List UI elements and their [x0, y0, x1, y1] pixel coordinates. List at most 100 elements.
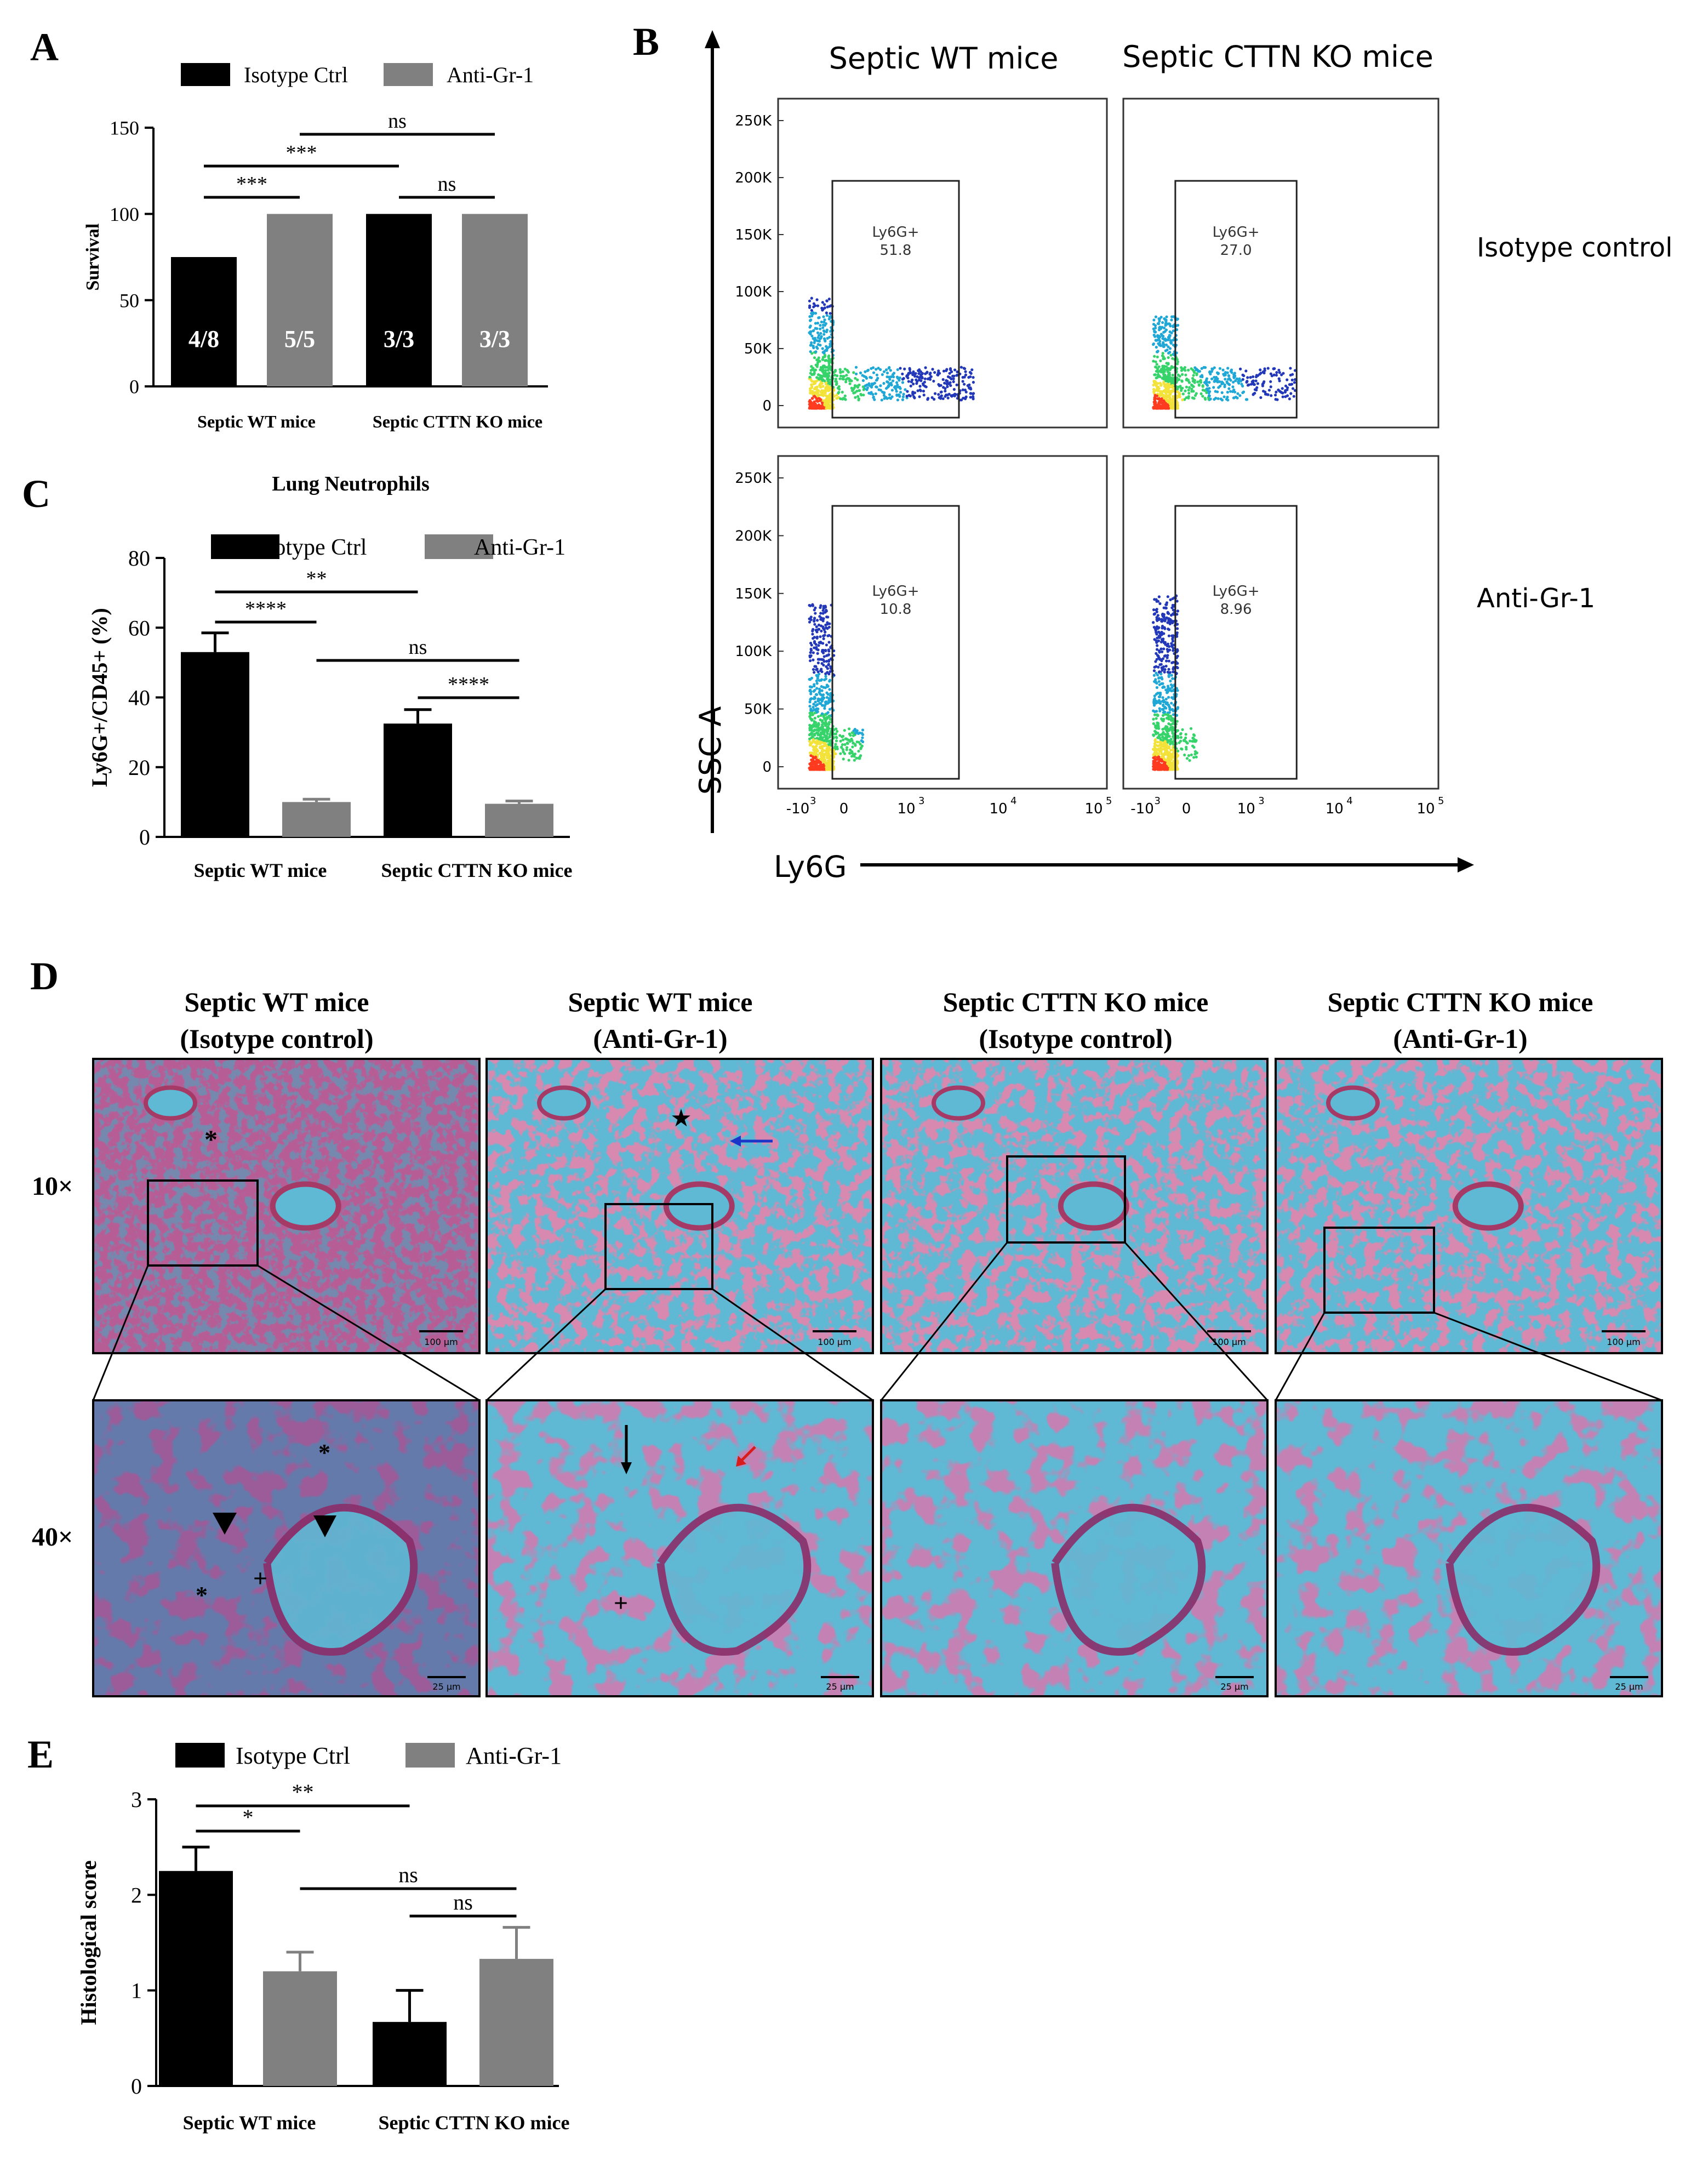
flow-event-dot	[952, 394, 955, 397]
flow-event-dot	[813, 665, 816, 668]
legend-c: Isotype Ctrl Anti-Gr-1	[211, 534, 565, 560]
flow-event-dot	[827, 663, 830, 666]
flow-event-dot	[1184, 389, 1187, 392]
flow-event-dot	[1155, 631, 1158, 634]
flow-event-dot	[815, 327, 819, 330]
bar-antigr1-wt	[267, 214, 333, 386]
flow-event-dot	[829, 768, 832, 771]
flow-event-dot	[810, 733, 813, 736]
flow-event-dot	[1163, 753, 1167, 756]
significance-label: ***	[236, 173, 267, 196]
flow-event-dot	[948, 372, 951, 375]
flow-y-tick-label: 0	[762, 398, 772, 414]
flow-event-dot	[1171, 677, 1174, 680]
flow-event-dot	[1275, 373, 1278, 377]
flow-event-dot	[808, 733, 811, 737]
flow-event-dot	[1255, 386, 1259, 389]
flow-event-dot	[1275, 371, 1278, 374]
flow-event-dot	[829, 665, 832, 669]
flow-event-dot	[889, 375, 893, 379]
flow-x-tick-label: -10	[786, 801, 809, 817]
flow-event-dot	[819, 337, 822, 340]
flow-event-dot	[1169, 341, 1173, 345]
flow-event-dot	[1161, 613, 1164, 617]
flow-event-dot	[1242, 390, 1246, 394]
flow-x-tick-exp: 5	[1106, 795, 1112, 807]
annotation-star: ★	[670, 1105, 692, 1132]
flow-event-dot	[1160, 392, 1164, 396]
flow-event-dot	[1214, 375, 1218, 379]
flow-event-dot	[929, 375, 933, 378]
flow-event-dot	[824, 675, 827, 678]
flow-event-dot	[827, 641, 831, 644]
flow-event-dot	[1155, 616, 1158, 619]
flow-event-dot	[827, 648, 830, 652]
flow-event-dot	[813, 608, 816, 612]
flow-event-dot	[942, 369, 946, 373]
flow-event-dot	[1157, 328, 1161, 332]
flow-event-dot	[1166, 713, 1169, 716]
flow-event-dot	[1155, 681, 1158, 685]
flow-plot-antigr1-ko: Ly6G+8.96-10 3 0 10 3 10 4 10 5	[1122, 455, 1444, 817]
flow-event-dot	[1152, 318, 1156, 322]
bar-isotype-ko	[384, 723, 452, 837]
flow-event-dot	[952, 380, 955, 384]
flow-event-dot	[912, 383, 915, 386]
flow-event-dot	[1191, 377, 1195, 380]
flow-event-dot	[889, 381, 893, 385]
zoom-inset-box	[1006, 1155, 1126, 1244]
flow-event-dot	[877, 388, 881, 391]
flow-event-dot	[813, 619, 816, 623]
flow-event-dot	[1171, 640, 1175, 643]
flow-event-dot	[853, 391, 857, 394]
flow-event-dot	[854, 366, 858, 369]
flow-event-dot	[1161, 650, 1164, 653]
flow-event-dot	[1170, 645, 1174, 648]
flow-event-dot	[810, 341, 813, 344]
y-tick-label: 150	[110, 117, 139, 139]
flow-event-dot	[1249, 376, 1252, 379]
flow-event-dot	[1167, 373, 1170, 376]
flow-event-dot	[854, 729, 858, 732]
flow-event-dot	[820, 756, 823, 760]
flow-event-dot	[923, 380, 926, 384]
flow-event-dot	[810, 312, 813, 315]
flow-event-dot	[952, 374, 956, 378]
flow-event-dot	[842, 378, 845, 381]
flow-event-dot	[1181, 392, 1185, 396]
flow-event-dot	[838, 377, 842, 380]
flow-event-dot	[852, 371, 855, 374]
flow-event-dot	[961, 375, 964, 379]
flow-event-dot	[861, 728, 865, 732]
flow-event-dot	[953, 368, 957, 372]
flow-event-dot	[1183, 753, 1186, 757]
flow-event-dot	[1153, 747, 1156, 751]
flow-event-dot	[1283, 390, 1287, 394]
flow-event-dot	[821, 704, 825, 707]
flow-event-dot	[816, 732, 820, 735]
flow-event-dot	[810, 711, 814, 715]
flow-event-dot	[898, 386, 901, 389]
flow-event-dot	[809, 378, 813, 381]
bar-antigr1-ko	[462, 214, 528, 386]
flow-event-dot	[811, 632, 814, 636]
flow-event-dot	[835, 380, 838, 384]
flow-event-dot	[1158, 695, 1162, 699]
flow-event-dot	[812, 723, 815, 726]
flow-event-dot	[809, 324, 812, 328]
flow-event-dot	[1273, 394, 1277, 397]
flow-event-dot	[1162, 390, 1165, 393]
flow-event-dot	[815, 390, 818, 394]
flow-event-dot	[1175, 735, 1179, 738]
flow-event-dot	[865, 377, 869, 380]
flow-event-dot	[1158, 317, 1161, 321]
flow-event-dot	[810, 383, 813, 386]
flow-event-dot	[1184, 373, 1187, 377]
flow-event-dot	[1171, 357, 1174, 360]
flow-event-dot	[1152, 391, 1156, 395]
flow-event-dot	[813, 671, 816, 674]
flow-event-dot	[808, 700, 812, 704]
flow-event-dot	[1267, 389, 1271, 392]
flow-event-dot	[1176, 627, 1179, 630]
